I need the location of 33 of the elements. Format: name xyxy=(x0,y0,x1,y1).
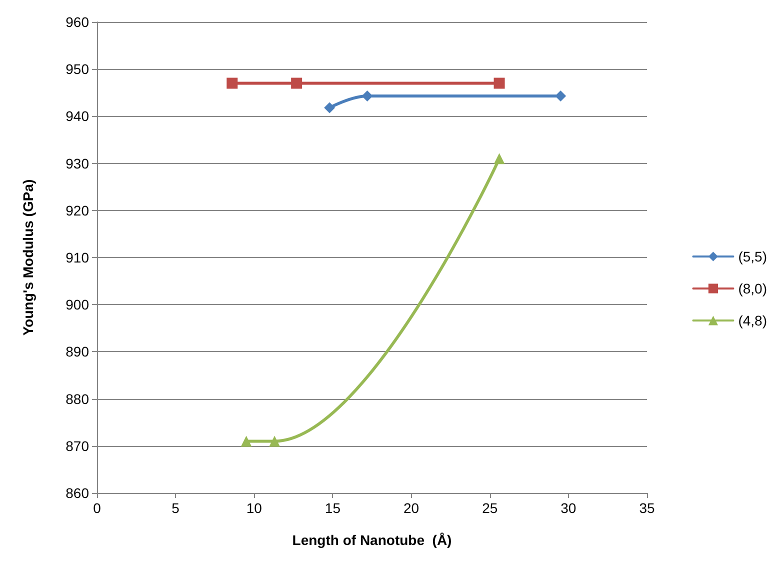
point xyxy=(555,90,566,102)
y-tick-label: 910 xyxy=(66,250,90,266)
x-tick-label: 25 xyxy=(482,500,498,516)
x-tick-label: 0 xyxy=(93,500,102,516)
y-tick-label: 920 xyxy=(66,202,90,218)
point xyxy=(324,102,336,114)
point xyxy=(494,153,505,164)
x-axis-title: Length of Nanotube (Å) xyxy=(292,532,452,548)
y-tick-label: 960 xyxy=(66,14,90,30)
y-tick-label: 860 xyxy=(66,485,90,501)
y-tick-label: 940 xyxy=(66,108,90,124)
y-tick-label: 900 xyxy=(66,296,90,313)
point xyxy=(494,78,505,89)
x-tick-label: 30 xyxy=(560,500,576,516)
point xyxy=(291,78,302,89)
x-tick-label: 20 xyxy=(403,500,420,516)
legend-label: (8,0) xyxy=(738,280,768,296)
x-tick-label: 35 xyxy=(639,500,655,516)
legend-label: (5,5) xyxy=(738,248,768,264)
y-tick-label: 870 xyxy=(66,438,90,454)
y-tick-label: 890 xyxy=(66,344,90,360)
legend-label: (4,8) xyxy=(738,312,768,328)
point xyxy=(226,78,238,89)
x-tick-label: 10 xyxy=(246,500,262,516)
x-tick-label: 15 xyxy=(324,500,341,516)
point xyxy=(240,436,252,447)
y-tick-label: 950 xyxy=(66,61,90,78)
x-tick-label: 5 xyxy=(172,500,180,516)
point xyxy=(362,90,373,102)
y-axis-title: Young's Modulus (GPa) xyxy=(20,179,36,336)
y-tick-label: 880 xyxy=(66,390,90,407)
point xyxy=(269,436,280,447)
y-tick-label: 930 xyxy=(66,155,90,172)
